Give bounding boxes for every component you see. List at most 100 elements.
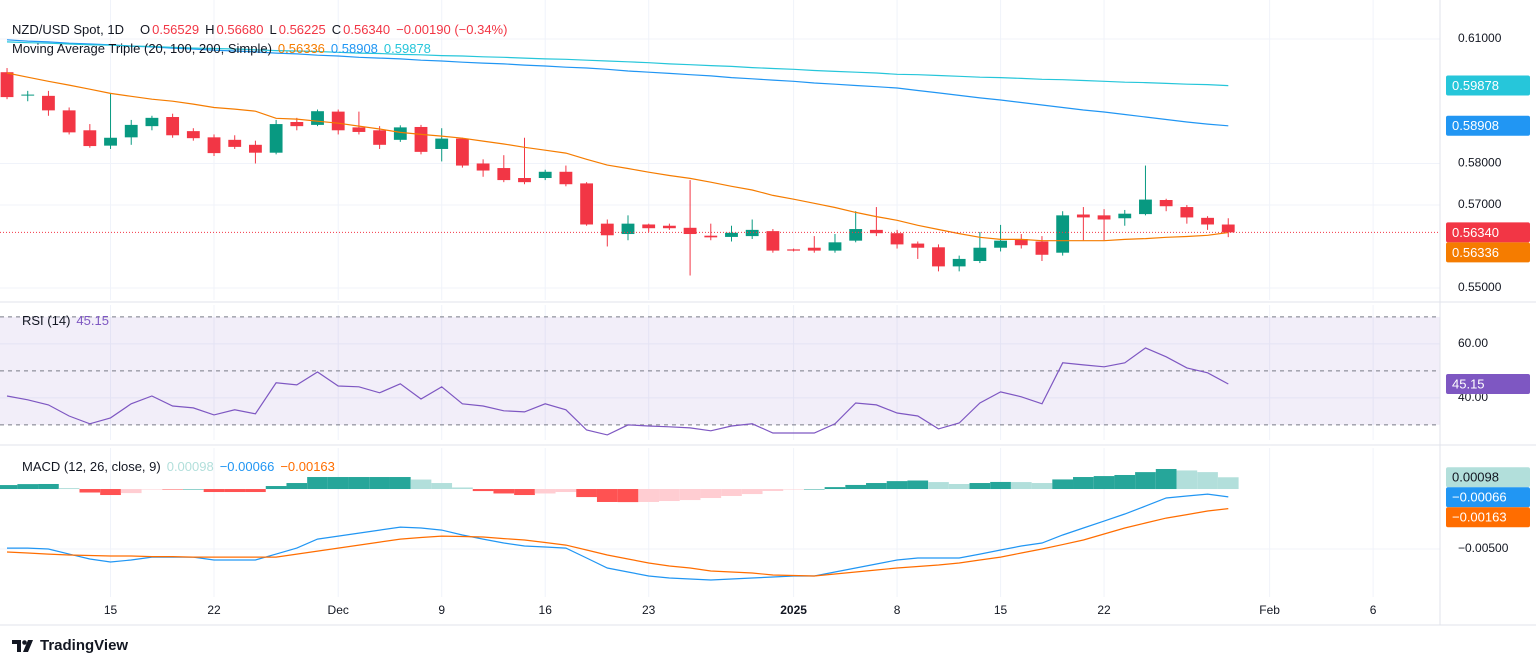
histogram-bar xyxy=(286,483,308,490)
histogram-bar xyxy=(721,489,742,496)
histogram-bar xyxy=(1052,479,1074,490)
histogram-bar xyxy=(969,483,991,490)
candle-body xyxy=(559,171,573,185)
histogram-bar xyxy=(141,489,163,490)
macd-title: MACD (12, 26, close, 9) xyxy=(22,459,161,474)
candle-body xyxy=(1201,217,1214,225)
candle-body xyxy=(932,247,945,267)
candle-body xyxy=(1014,239,1028,246)
candle-body xyxy=(745,229,759,237)
signal-line xyxy=(6,508,1229,577)
candle-body xyxy=(166,117,180,136)
histogram-bar xyxy=(803,489,825,490)
ohlc-value: 0.56340 xyxy=(343,22,391,37)
histogram-bar xyxy=(472,489,494,492)
histogram-bar xyxy=(576,489,597,498)
ohlc-key: O xyxy=(139,22,151,37)
histogram-bar xyxy=(659,489,680,502)
ohlc-key: C xyxy=(331,22,342,37)
candle-body xyxy=(352,127,366,132)
brand-logo xyxy=(12,639,33,652)
ma-value: 0.58908 xyxy=(330,41,378,56)
price-badge-label: 0.56336 xyxy=(1452,245,1499,260)
candle-body xyxy=(869,229,883,234)
candle-body xyxy=(787,249,800,251)
grid xyxy=(0,0,1440,597)
price-badge-label: 0.59878 xyxy=(1452,78,1499,93)
histogram-bar xyxy=(493,489,515,494)
ohlc-key: L xyxy=(269,22,277,37)
moving-average-line xyxy=(6,41,1229,87)
histogram-bar xyxy=(886,481,908,490)
rsi-line xyxy=(6,347,1229,436)
candle-body xyxy=(228,139,242,147)
x-tick-label: 22 xyxy=(1097,603,1111,617)
candle-body xyxy=(1035,241,1049,255)
histogram-bar xyxy=(0,485,18,490)
moving-average-line xyxy=(6,72,1229,242)
histogram-bar xyxy=(100,489,121,496)
histogram-bar xyxy=(845,484,867,490)
histogram-bar xyxy=(700,489,722,499)
candle-body xyxy=(1159,200,1173,207)
histogram-bar xyxy=(410,479,432,490)
candle-body xyxy=(994,240,1007,248)
candle-body xyxy=(290,121,304,127)
histogram-bar xyxy=(638,489,660,502)
histogram-bar xyxy=(348,477,370,490)
candle-body xyxy=(725,232,738,237)
x-tick-label: 16 xyxy=(539,603,553,617)
candle-body xyxy=(1056,215,1070,253)
histogram-bar xyxy=(617,489,639,503)
histogram-bar xyxy=(58,488,80,490)
rsi-legend: RSI (14) 45.15 xyxy=(22,313,109,328)
candle-body xyxy=(538,171,552,179)
histogram-bar xyxy=(866,483,887,490)
candle-body xyxy=(207,137,221,154)
ohlc-value: 0.56529 xyxy=(152,22,200,37)
ohlc-key: H xyxy=(205,22,215,37)
x-tick-label: 15 xyxy=(104,603,118,617)
candle-body xyxy=(580,183,594,225)
symbol: NZD/USD Spot, 1D xyxy=(12,22,124,37)
y-tick-label: 60.00 xyxy=(1458,336,1488,350)
histogram-bar xyxy=(327,477,349,490)
price-badge-label: −0.00163 xyxy=(1452,510,1507,525)
candle-body xyxy=(952,258,966,267)
candle-body xyxy=(62,110,76,133)
candle-body xyxy=(1139,199,1152,215)
y-tick-label: 0.57000 xyxy=(1458,197,1502,211)
price-badge-label: 0.00098 xyxy=(1452,470,1499,485)
candle-body xyxy=(1180,207,1194,218)
price-badge xyxy=(1446,115,1530,136)
x-tick-label: Dec xyxy=(328,603,349,617)
macd-legend: MACD (12, 26, close, 9) 0.00098 −0.00066… xyxy=(22,459,335,474)
candle-body xyxy=(145,117,159,127)
candle-body xyxy=(1118,213,1132,219)
brand-name: TradingView xyxy=(40,637,129,654)
histogram-bar xyxy=(1010,482,1032,490)
histogram-bar xyxy=(928,482,949,490)
histogram-bar xyxy=(369,477,390,490)
candle-body xyxy=(269,124,283,153)
histogram-bar xyxy=(514,489,535,496)
histogram-bar xyxy=(389,477,411,490)
change: −0.00190 (−0.34%) xyxy=(396,22,508,37)
candle-body xyxy=(83,130,97,147)
signal-value: −0.00163 xyxy=(280,459,335,474)
x-tick-label: 15 xyxy=(994,603,1008,617)
histogram-bar xyxy=(224,489,246,493)
price-badge-label: 0.56340 xyxy=(1452,225,1499,240)
candle-body xyxy=(1097,215,1111,220)
candle-body xyxy=(642,224,656,229)
histogram-bar xyxy=(245,489,266,493)
ohlc-value: 0.56680 xyxy=(216,22,264,37)
histogram-bar xyxy=(182,489,204,490)
histogram-value: 0.00098 xyxy=(166,459,214,474)
price-badge xyxy=(1446,242,1530,263)
candle-body xyxy=(683,227,697,235)
candle-body xyxy=(621,223,635,235)
x-tick-label: 9 xyxy=(438,603,445,617)
histogram-bar xyxy=(679,489,701,501)
